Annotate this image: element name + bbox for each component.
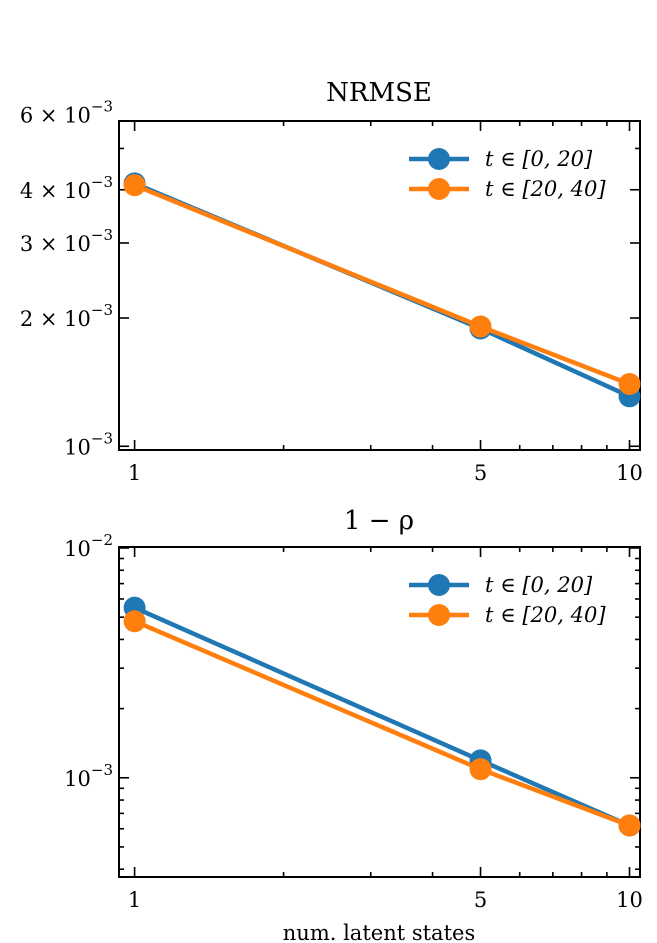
legend-marker [428, 604, 450, 626]
data-point [618, 373, 641, 396]
legend-marker [428, 178, 450, 200]
legend-label: t ∈ [0, 20] [485, 147, 593, 171]
data-point [469, 758, 492, 781]
data-point [618, 814, 641, 837]
series-line [133, 183, 631, 387]
data-point [469, 315, 492, 338]
chart-title: NRMSE [326, 78, 432, 108]
x-tick-label: 5 [474, 888, 487, 912]
axes-frame [118, 546, 641, 878]
data-point [123, 174, 146, 197]
axes: 1 5 10 10−3 2 × 10−3 3 × 10−3 4 × 10−3 6 × 10−3… [20, 98, 643, 485]
legend-label: t ∈ [20, 40] [485, 177, 606, 201]
y-tick-label: 2 × 10−3 [20, 301, 113, 331]
y-tick-label: 10−3 [64, 429, 113, 459]
x-tick-label: 1 [128, 888, 141, 912]
x-tick-label: 10 [616, 888, 643, 912]
legend-marker [428, 148, 450, 170]
y-tick-label: 6 × 10−3 [20, 98, 113, 128]
axes: 1 5 10 10−3 10−2 t ∈ [0, 20] t ∈ [20, 40] [64, 531, 643, 912]
y-tick-label: 10−3 [64, 761, 113, 791]
legend-label: t ∈ [20, 40] [485, 603, 606, 627]
series-line [133, 605, 631, 828]
y-tick-label: 3 × 10−3 [20, 226, 113, 256]
legend-marker [428, 574, 450, 596]
axes-frame [118, 120, 641, 451]
x-tick-label: 5 [474, 461, 487, 485]
nrmse-chart: NRMSE 1 5 10 10−3 2 × 10−3 3 × 10−3 4 × 10−3 6 … [20, 78, 643, 485]
x-tick-label: 1 [128, 461, 141, 485]
one-minus-rho-chart: 1 − ρ 1 5 10 10−3 10−2 t ∈ [0, 20] t ∈ [20, 40… [64, 506, 643, 943]
chart-title: 1 − ρ [344, 506, 414, 536]
x-tick-label: 10 [616, 461, 643, 485]
y-tick-label: 10−2 [64, 531, 113, 561]
y-tick-label: 4 × 10−3 [20, 173, 113, 203]
x-axis-label: num. latent states [283, 921, 475, 943]
data-point [123, 610, 146, 633]
legend-label: t ∈ [0, 20] [485, 573, 593, 597]
